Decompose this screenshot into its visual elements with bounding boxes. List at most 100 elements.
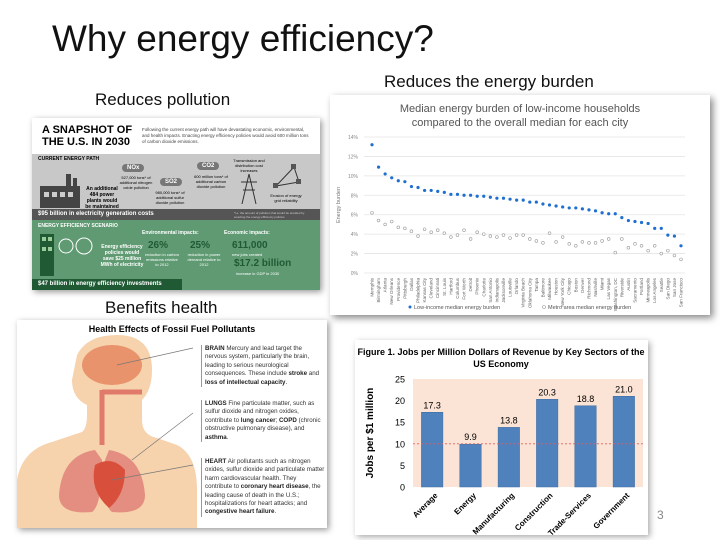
legend-metro-marker (542, 305, 546, 309)
low-income-point (475, 194, 479, 198)
low-income-point (534, 200, 538, 204)
stat-gdp-text: increase in GDP in 2030 (236, 271, 280, 276)
x-tick-label: Washington, DC (613, 277, 618, 311)
x-tick-label: Las Vegas (606, 277, 611, 299)
metro-point (383, 222, 387, 227)
low-income-point (370, 143, 374, 147)
x-tick-label: Kansas City (422, 277, 427, 302)
y-tick-label: 2% (351, 252, 359, 258)
x-tick-label: Miami (600, 278, 605, 290)
metro-point (455, 233, 460, 237)
efficiency-cost: $47 billion in energy efficiency investm… (32, 279, 182, 290)
metro-point (514, 233, 519, 237)
x-tick-label: Portland (639, 278, 644, 296)
low-income-point (455, 192, 460, 196)
low-income-point (574, 206, 578, 210)
low-income-point (600, 211, 604, 215)
stat-demand-text: reduction in power demand relative to 20… (187, 252, 221, 267)
y-tick-label: 10% (348, 174, 359, 180)
metro-point (449, 235, 453, 239)
x-tick-label: Pittsburgh (402, 278, 407, 299)
x-tick-label: Jacksonville (501, 278, 506, 303)
x-tick-label: Atlanta (383, 278, 388, 293)
chart-title-line1: Median energy burden of low-income house… (400, 103, 641, 115)
low-income-point (580, 207, 584, 211)
metro-point (468, 237, 473, 241)
metro-point (679, 257, 683, 262)
metro-point (620, 237, 624, 241)
low-income-point (488, 195, 492, 199)
stat-demand: 25% (190, 240, 211, 251)
low-income-point (666, 233, 670, 237)
metro-point (488, 234, 493, 238)
data-label: 21.0 (615, 384, 633, 394)
metro-point (547, 231, 552, 235)
metro-point (475, 230, 479, 234)
metro-point (600, 239, 604, 243)
x-tick-label: Average (411, 491, 440, 520)
bar (536, 399, 559, 488)
jobs-bar-chart: Figure 1. Jobs per Million Dollars of Re… (355, 340, 648, 538)
low-income-point (508, 197, 512, 201)
low-income-point (593, 209, 598, 213)
x-tick-label: Philadelphia (416, 278, 421, 303)
bar (421, 412, 444, 488)
x-tick-label: Minneapolis (646, 277, 651, 302)
low-income-point (626, 218, 631, 223)
low-income-point (567, 206, 571, 210)
metro-point (560, 235, 565, 239)
metro-point (403, 226, 407, 231)
metro-point (633, 242, 637, 246)
metro-point (528, 237, 532, 241)
low-income-point (376, 165, 381, 169)
metro-point (653, 244, 657, 248)
metro-point (508, 236, 512, 240)
stat-jobs-text: new jobs created (232, 252, 263, 257)
heart-description: HEART Air pollutants such as nitrogen ox… (201, 458, 325, 517)
low-income-point (429, 188, 433, 193)
metro-point (534, 239, 539, 243)
y-tick-label: 25 (395, 375, 405, 385)
y-tick-label: 12% (348, 154, 359, 160)
health-title: Health Effects of Fossil Fuel Pollutants (88, 324, 256, 334)
energy-burden-chart: Median energy burden of low-income house… (330, 95, 710, 315)
low-income-point (613, 212, 617, 216)
metro-point (422, 227, 427, 231)
metro-point (416, 234, 420, 238)
chart-title-line1: Figure 1. Jobs per Million Dollars of Re… (357, 347, 644, 357)
left-lung-icon (59, 450, 102, 513)
y-tick-label: 0 (400, 483, 405, 493)
nox-text: 527,000 tons* of additional nitrogen oxi… (119, 175, 153, 190)
y-tick-label: 8% (351, 193, 359, 199)
low-income-point (607, 212, 611, 216)
low-income-point (672, 234, 677, 238)
y-tick-label: 6% (351, 213, 359, 219)
low-income-point (547, 203, 552, 207)
x-tick-label: Columbus (455, 277, 460, 298)
metro-point (429, 230, 433, 234)
metro-point (442, 231, 447, 235)
metro-point (376, 218, 381, 223)
energy-burden-svg: Median energy burden of low-income house… (336, 103, 685, 311)
metro-point (639, 244, 644, 248)
y-tick-label: 15 (395, 418, 405, 428)
co2-text: 600 million tons* of additional carbon d… (194, 174, 228, 189)
low-income-point (390, 176, 394, 180)
chart-title-line2: compared to the overall median for each … (412, 117, 629, 129)
data-label: 17.3 (423, 400, 441, 410)
low-income-point (436, 189, 440, 193)
metro-point (580, 240, 585, 244)
brain-description: BRAIN Mercury and lead target the nervou… (201, 345, 325, 388)
so2-text: 980,000 tons* of additional sulfur dioxi… (155, 190, 185, 205)
power-plants-text: An additional 484 power plants would be … (85, 186, 119, 210)
x-tick-label: Milwaukee (547, 278, 552, 300)
x-tick-label: Baltimore (540, 278, 545, 298)
low-income-point (422, 188, 427, 193)
scenario-label: ENERGY EFFICIENCY SCENARIO (38, 223, 118, 229)
low-income-point (383, 172, 387, 176)
data-label: 20.3 (538, 387, 556, 397)
x-tick-label: Indianapolis (494, 277, 499, 302)
low-income-point (396, 179, 400, 183)
low-income-point (561, 205, 565, 209)
bar (497, 427, 520, 488)
